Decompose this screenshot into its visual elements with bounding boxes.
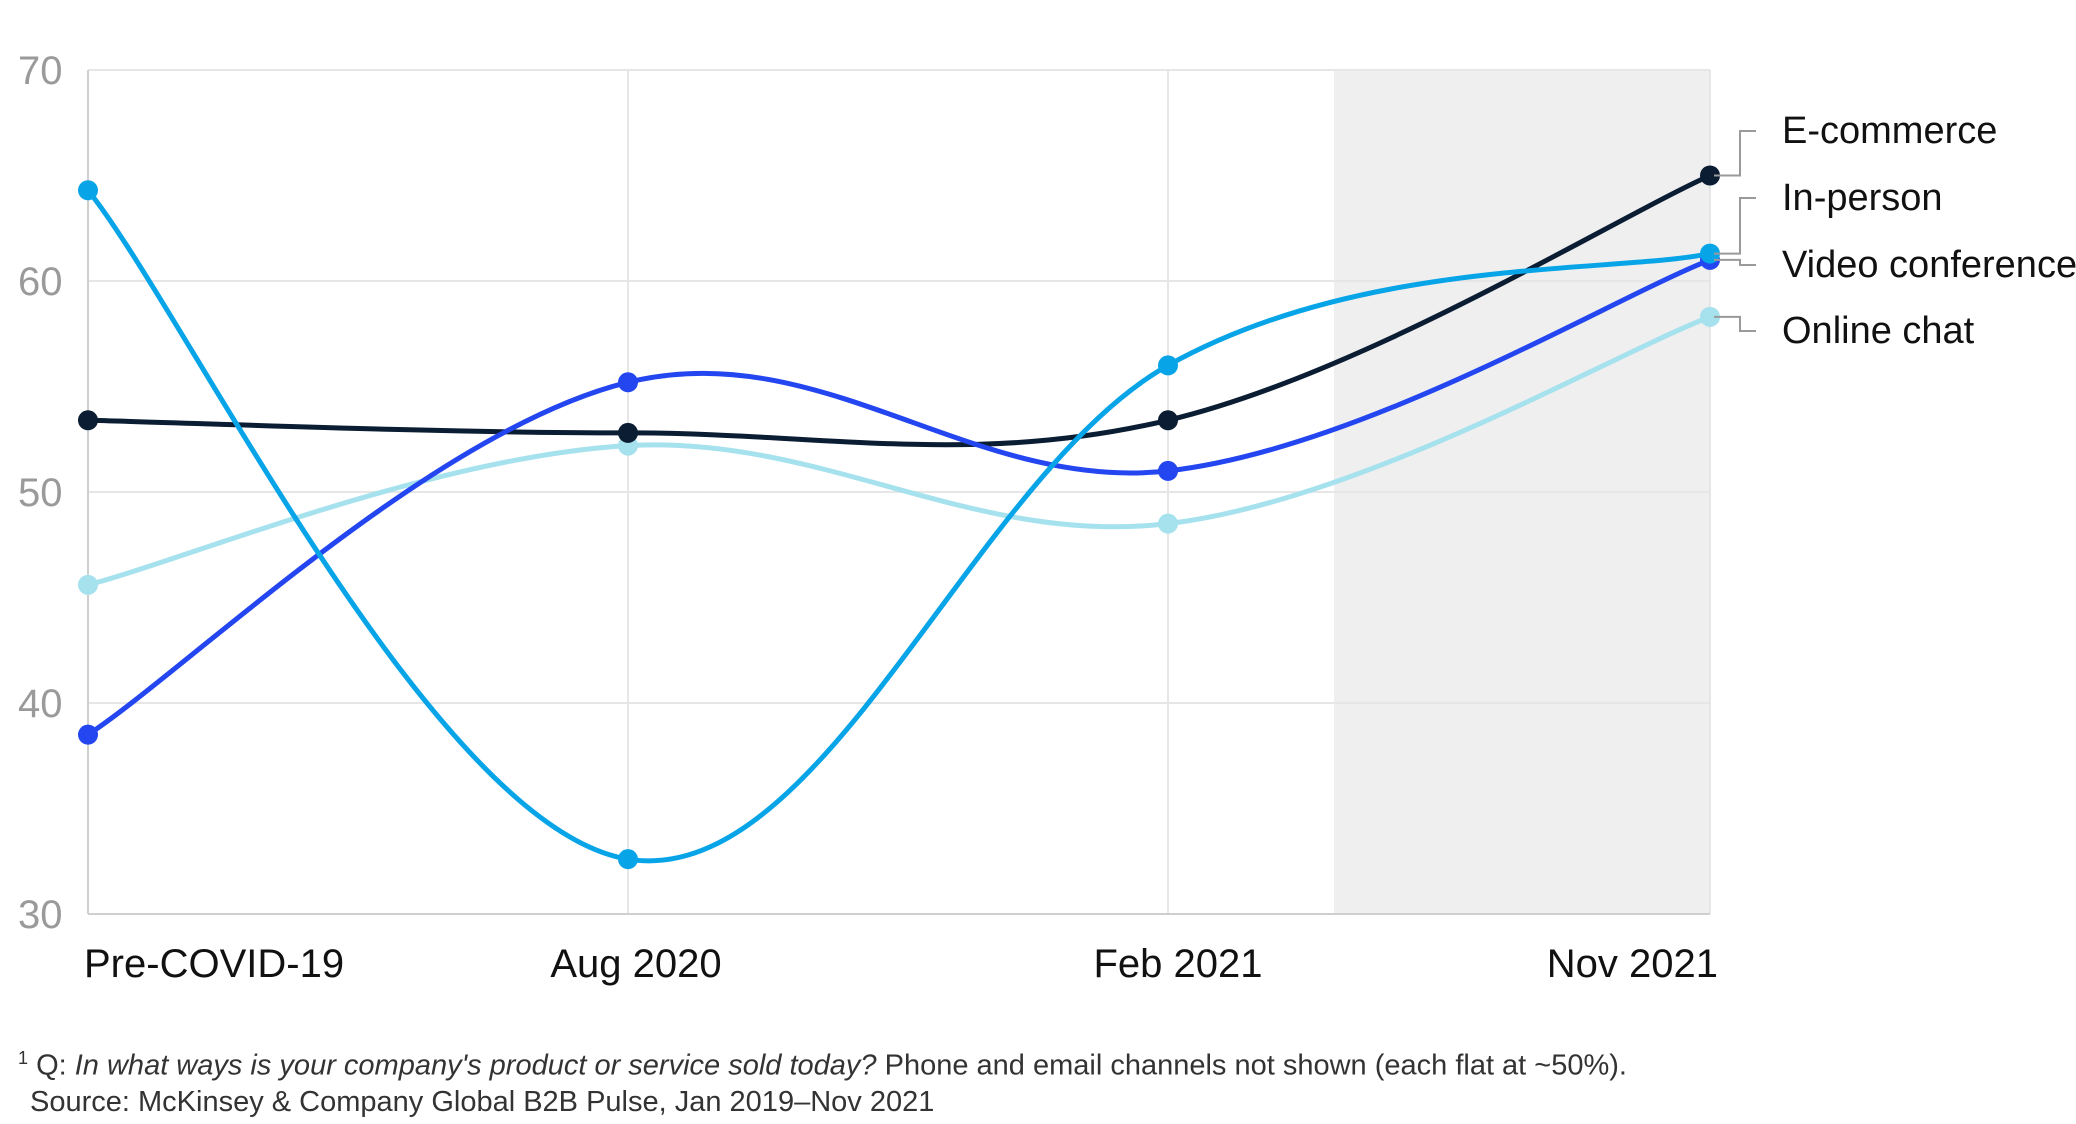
y-tick-label-30: 30 xyxy=(18,893,63,937)
point-online-chat-3 xyxy=(1158,513,1178,534)
point-in-person-4 xyxy=(1700,243,1720,264)
x-tick-label-3: Feb 2021 xyxy=(1093,942,1262,986)
point-video-conference-1 xyxy=(78,724,98,745)
point-e-commerce-1 xyxy=(78,410,98,431)
legend-label-in-person: In-person xyxy=(1782,177,1943,219)
footnote-question: In what ways is your company's product o… xyxy=(74,1049,877,1082)
legend-bracket-online-chat xyxy=(1714,315,1756,332)
point-e-commerce-3 xyxy=(1158,410,1178,431)
legend-bracket-in-person xyxy=(1714,197,1756,255)
y-tick-label-70: 70 xyxy=(18,49,63,93)
legend-label-e-commerce: E-commerce xyxy=(1782,110,1997,152)
x-tick-label-2: Aug 2020 xyxy=(550,942,721,986)
point-e-commerce-4 xyxy=(1700,165,1720,186)
line-chart: 70 60 50 40 30 Pre-COVID-19 Aug 2020 Feb 2021 No… xyxy=(18,49,2076,986)
legend-label-video-conference: Video conference xyxy=(1782,244,2076,286)
legend-bracket-e-commerce xyxy=(1714,130,1756,177)
series-line-in-person xyxy=(85,187,1713,864)
point-video-conference-2 xyxy=(618,372,638,393)
x-tick-label-4: Nov 2021 xyxy=(1547,942,1718,986)
series-line-video-conference xyxy=(85,257,1713,738)
y-tick-label-60: 60 xyxy=(18,260,63,304)
point-online-chat-1 xyxy=(78,574,98,595)
legend-bracket-video-conference xyxy=(1714,258,1756,266)
x-tick-label-1: Pre-COVID-19 xyxy=(84,942,344,986)
footnote-prefix: Q: xyxy=(28,1049,75,1082)
point-online-chat-4 xyxy=(1700,306,1720,327)
point-in-person-1 xyxy=(78,180,98,201)
y-tick-label-50: 50 xyxy=(18,471,63,515)
point-e-commerce-2 xyxy=(618,422,638,443)
point-in-person-2 xyxy=(618,849,638,870)
footnote-note: Phone and email channels not shown (each… xyxy=(876,1049,1627,1082)
legend-label-online-chat: Online chat xyxy=(1782,310,1975,352)
point-in-person-3 xyxy=(1158,355,1178,376)
footnote-source: Source: McKinsey & Company Global B2B Pu… xyxy=(30,1085,935,1118)
y-tick-label-40: 40 xyxy=(18,682,63,726)
point-video-conference-3 xyxy=(1158,460,1178,481)
footnote-line-1: 1 Q: In what ways is your company's prod… xyxy=(18,1040,1627,1084)
footnote-marker: 1 xyxy=(18,1048,29,1068)
series-line-online-chat xyxy=(85,314,1713,588)
footnote: 1 Q: In what ways is your company's prod… xyxy=(18,1040,1627,1120)
series-line-e-commerce xyxy=(85,173,1713,448)
